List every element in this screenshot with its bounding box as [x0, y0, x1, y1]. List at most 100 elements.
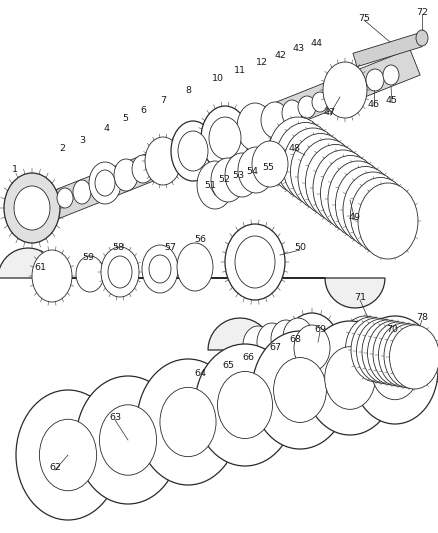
Ellipse shape [382, 65, 398, 85]
Ellipse shape [171, 121, 215, 181]
Ellipse shape [283, 313, 339, 383]
Text: 4: 4 [104, 124, 110, 133]
Ellipse shape [225, 153, 258, 197]
Ellipse shape [371, 340, 418, 400]
Ellipse shape [208, 117, 240, 159]
Ellipse shape [389, 325, 438, 389]
Ellipse shape [243, 326, 272, 364]
Ellipse shape [297, 96, 315, 118]
Ellipse shape [305, 144, 365, 221]
Ellipse shape [32, 250, 72, 302]
Text: 55: 55 [261, 164, 273, 173]
Text: 43: 43 [292, 44, 304, 52]
Text: 57: 57 [164, 244, 176, 253]
Ellipse shape [303, 321, 395, 435]
Ellipse shape [293, 325, 329, 371]
Text: 65: 65 [222, 361, 233, 370]
Text: 72: 72 [415, 7, 427, 17]
Text: 69: 69 [313, 326, 325, 335]
Text: 68: 68 [288, 335, 300, 344]
Ellipse shape [211, 158, 244, 202]
Ellipse shape [217, 372, 272, 439]
Ellipse shape [275, 123, 335, 198]
Ellipse shape [89, 162, 121, 204]
Polygon shape [25, 49, 419, 228]
Ellipse shape [342, 172, 402, 248]
Ellipse shape [372, 322, 422, 386]
Ellipse shape [197, 161, 233, 209]
Ellipse shape [194, 344, 294, 466]
Ellipse shape [14, 186, 50, 230]
Ellipse shape [273, 358, 326, 423]
Ellipse shape [383, 324, 433, 388]
Text: 59: 59 [82, 254, 94, 262]
Polygon shape [208, 318, 438, 382]
Ellipse shape [327, 161, 387, 237]
Ellipse shape [281, 100, 301, 126]
Ellipse shape [132, 155, 154, 183]
Text: 10: 10 [212, 74, 223, 83]
Text: 44: 44 [310, 38, 322, 47]
Text: 53: 53 [231, 172, 244, 181]
Ellipse shape [283, 318, 312, 356]
Text: 3: 3 [79, 135, 85, 144]
Ellipse shape [256, 323, 286, 361]
Ellipse shape [73, 180, 91, 204]
Ellipse shape [339, 316, 389, 380]
Ellipse shape [297, 139, 357, 215]
Text: 56: 56 [194, 236, 205, 245]
Text: 61: 61 [34, 263, 46, 272]
Ellipse shape [378, 323, 427, 387]
Ellipse shape [283, 128, 342, 204]
Ellipse shape [324, 346, 374, 409]
Text: 64: 64 [194, 369, 205, 378]
Ellipse shape [356, 319, 406, 383]
Text: 66: 66 [241, 353, 254, 362]
Text: 12: 12 [255, 58, 267, 67]
Ellipse shape [320, 156, 380, 231]
Text: 70: 70 [385, 326, 397, 335]
Text: 54: 54 [245, 167, 258, 176]
Ellipse shape [237, 147, 273, 193]
Polygon shape [0, 248, 384, 308]
Ellipse shape [251, 331, 347, 449]
Ellipse shape [335, 166, 395, 243]
Ellipse shape [237, 103, 272, 151]
Text: 6: 6 [140, 106, 146, 115]
Text: 63: 63 [109, 414, 121, 423]
Text: 49: 49 [348, 214, 360, 222]
Ellipse shape [350, 177, 410, 254]
Ellipse shape [114, 159, 138, 191]
Text: 75: 75 [357, 13, 369, 22]
Ellipse shape [361, 320, 411, 384]
Ellipse shape [16, 390, 120, 520]
Ellipse shape [251, 141, 287, 187]
Text: 52: 52 [218, 175, 230, 184]
Polygon shape [352, 33, 421, 67]
Ellipse shape [99, 405, 156, 475]
Ellipse shape [39, 419, 96, 491]
Ellipse shape [177, 131, 208, 171]
Ellipse shape [322, 62, 366, 118]
Text: 51: 51 [204, 181, 215, 190]
Ellipse shape [365, 69, 383, 91]
Ellipse shape [357, 183, 417, 259]
Ellipse shape [141, 245, 177, 293]
Ellipse shape [145, 137, 180, 185]
Ellipse shape [261, 102, 288, 138]
Ellipse shape [76, 376, 180, 504]
Ellipse shape [225, 224, 284, 300]
Text: 42: 42 [274, 51, 286, 60]
Ellipse shape [270, 320, 300, 358]
Text: 58: 58 [112, 244, 124, 253]
Ellipse shape [234, 236, 274, 288]
Ellipse shape [108, 256, 132, 288]
Ellipse shape [57, 188, 73, 208]
Text: 5: 5 [122, 114, 128, 123]
Text: 47: 47 [323, 108, 335, 117]
Text: 71: 71 [353, 294, 365, 303]
Ellipse shape [177, 243, 212, 291]
Text: 46: 46 [367, 100, 379, 109]
Text: 45: 45 [385, 95, 397, 104]
Text: 48: 48 [288, 143, 300, 152]
